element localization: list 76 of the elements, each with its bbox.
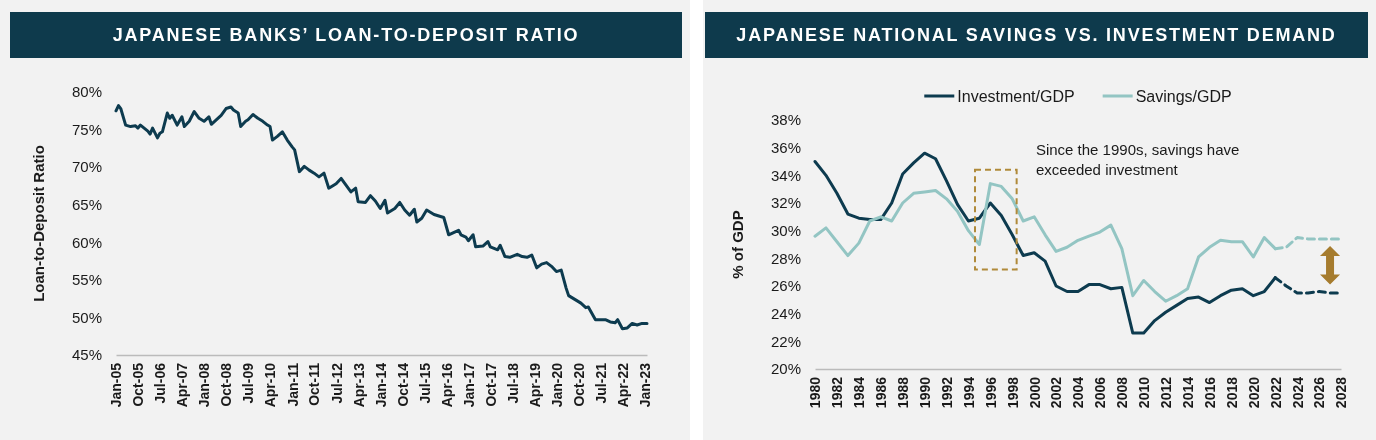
y-tick-label: 70% xyxy=(71,158,102,176)
y-tick-label: 20% xyxy=(770,360,801,378)
x-tick-label: Jul-21 xyxy=(592,362,609,404)
x-tick-label: 2016 xyxy=(1201,376,1218,409)
x-tick-label: Jan-20 xyxy=(548,362,565,408)
y-tick-label: 65% xyxy=(71,196,102,214)
y-tick-label: 45% xyxy=(71,346,102,364)
annotation: Since the 1990s, savings have exceeded investment xyxy=(1035,141,1240,179)
x-tick-label: 1988 xyxy=(895,376,912,409)
x-tick-label: 1996 xyxy=(982,376,999,409)
x-tick-label: Jan-14 xyxy=(372,362,389,408)
line-series xyxy=(114,104,649,331)
y-tick-label: 24% xyxy=(770,304,801,322)
x-tick-label: 2018 xyxy=(1223,376,1240,409)
x-tick-label: 2022 xyxy=(1267,376,1284,409)
legend-label: Savings/GDP xyxy=(1135,87,1232,105)
x-tick-label: 2000 xyxy=(1026,376,1043,409)
y-tick-label: 34% xyxy=(770,166,801,184)
x-tick-label: Jan-08 xyxy=(196,362,213,408)
chart-title: JAPANESE NATIONAL SAVINGS VS. INVESTMENT DEMAND xyxy=(736,25,1337,45)
y-tick-label: 28% xyxy=(770,249,801,267)
x-tick-label: 1990 xyxy=(916,376,933,409)
y-axis-title: Loan-to-Deposit Ratio xyxy=(30,145,47,302)
x-tick-label: Apr-22 xyxy=(614,362,631,408)
y-tick-label: 50% xyxy=(71,308,102,326)
y-tick-label: 26% xyxy=(770,277,801,295)
x-tick-label: Jul-06 xyxy=(152,362,169,404)
x-tick-label: Jul-09 xyxy=(240,362,257,404)
x-tick-label: 2014 xyxy=(1179,376,1196,409)
y-tick-label: 36% xyxy=(770,138,801,156)
x-tick-label: 1998 xyxy=(1004,376,1021,409)
x-tick-label: Jan-17 xyxy=(460,362,477,408)
x-tick-label: 1994 xyxy=(960,376,977,409)
x-tick-label: 1992 xyxy=(938,376,955,409)
x-tick-label: 1986 xyxy=(873,376,890,409)
x-tick-label: Oct-14 xyxy=(394,362,411,407)
x-tick-label: Jul-12 xyxy=(328,362,345,404)
x-tick-label: 2020 xyxy=(1245,376,1262,409)
x-tick-label: 1982 xyxy=(829,376,846,409)
x-tick-label: 2028 xyxy=(1333,376,1350,409)
x-tick-label: Jan-23 xyxy=(636,362,653,408)
x-tick-label: Jan-05 xyxy=(108,362,125,408)
x-tick-label: Oct-17 xyxy=(482,362,499,407)
x-tick-label: Jul-15 xyxy=(416,362,433,404)
x-tick-label: Apr-10 xyxy=(262,362,279,408)
x-tick-label: 1980 xyxy=(807,376,824,409)
x-tick-label: Oct-20 xyxy=(570,362,587,407)
x-tick-label: Oct-11 xyxy=(306,362,323,406)
x-tick-label: 2024 xyxy=(1289,376,1306,409)
y-axis-title: % of GDP xyxy=(729,210,746,279)
x-tick-label: 2008 xyxy=(1114,376,1131,409)
x-tick-label: Apr-07 xyxy=(174,362,191,408)
x-tick-label: Apr-19 xyxy=(526,362,543,408)
x-tick-label: 2002 xyxy=(1048,376,1065,409)
x-tick-label: Oct-05 xyxy=(130,362,147,407)
legend-label: Investment/GDP xyxy=(957,87,1075,105)
y-tick-label: 38% xyxy=(770,111,801,129)
x-tick-label: 1984 xyxy=(851,376,868,409)
y-tick-label: 22% xyxy=(770,332,801,350)
x-tick-label: Apr-13 xyxy=(350,362,367,408)
x-tick-label: 2006 xyxy=(1092,376,1109,409)
x-tick-label: Jan-11 xyxy=(284,362,301,407)
x-tick-label: Jul-18 xyxy=(504,362,521,404)
x-tick-label: 2004 xyxy=(1070,376,1087,409)
x-tick-label: 2012 xyxy=(1158,376,1175,409)
x-tick-label: Oct-08 xyxy=(218,362,235,407)
y-tick-label: 80% xyxy=(71,83,102,101)
x-tick-label: 2010 xyxy=(1136,376,1153,409)
chart-title: JAPANESE BANKS’ LOAN-TO-DEPOSIT RATIO xyxy=(112,25,580,45)
y-tick-label: 55% xyxy=(71,271,102,289)
y-tick-label: 32% xyxy=(770,194,801,212)
x-tick-label: 2026 xyxy=(1311,376,1328,409)
x-tick-label: Apr-16 xyxy=(438,362,455,408)
y-tick-label: 75% xyxy=(71,120,102,138)
y-tick-label: 60% xyxy=(71,233,102,251)
y-tick-label: 30% xyxy=(770,221,801,239)
